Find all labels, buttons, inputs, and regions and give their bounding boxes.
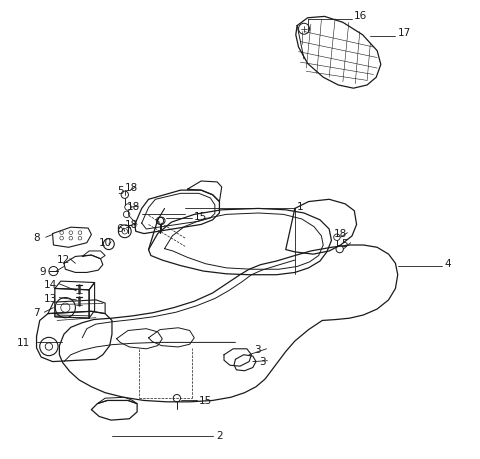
Text: 18: 18	[125, 220, 138, 230]
Text: 15: 15	[194, 212, 207, 222]
Text: 5: 5	[118, 186, 124, 196]
Text: 11: 11	[17, 338, 30, 347]
Text: 3: 3	[254, 344, 260, 354]
Text: 16: 16	[353, 11, 367, 22]
Text: 18: 18	[125, 183, 138, 192]
Text: 7: 7	[33, 308, 40, 318]
Text: 13: 13	[44, 293, 58, 303]
Text: 9: 9	[40, 267, 47, 276]
Text: 6: 6	[117, 224, 123, 234]
Text: 1: 1	[297, 202, 304, 212]
Text: 18: 18	[334, 228, 347, 238]
Text: 14: 14	[44, 279, 58, 289]
Text: 3: 3	[259, 356, 266, 366]
Text: 10: 10	[99, 237, 112, 247]
Text: 2: 2	[216, 430, 223, 440]
Text: 8: 8	[33, 233, 40, 243]
Text: 12: 12	[57, 254, 71, 264]
Text: 4: 4	[445, 259, 452, 269]
Text: 15: 15	[199, 395, 212, 405]
Text: 5: 5	[341, 238, 348, 248]
Text: 17: 17	[398, 28, 411, 38]
Text: 18: 18	[127, 202, 140, 212]
